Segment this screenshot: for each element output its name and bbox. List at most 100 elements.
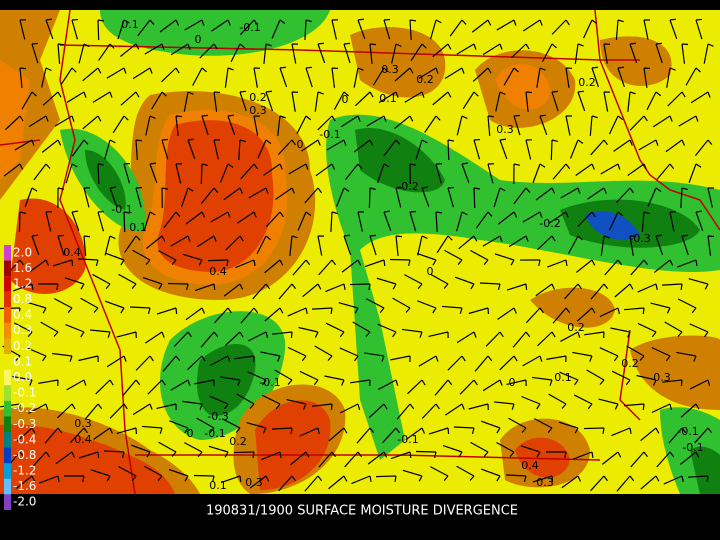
wind-barb bbox=[33, 163, 47, 181]
barb-tick bbox=[565, 19, 570, 26]
legend-label: -0.8 bbox=[13, 448, 36, 462]
barb-tick bbox=[599, 379, 605, 385]
barb-tick bbox=[57, 234, 65, 237]
barb-tick bbox=[381, 355, 385, 362]
barb-tick bbox=[547, 427, 553, 433]
wind-barb bbox=[185, 307, 203, 321]
wind-barb bbox=[455, 276, 475, 285]
wind-barb bbox=[550, 139, 553, 161]
contour-label: -0.1 bbox=[319, 128, 340, 141]
wind-barb bbox=[57, 403, 73, 419]
barb-tick bbox=[642, 403, 645, 411]
wind-barb bbox=[95, 379, 111, 395]
barb-tick bbox=[539, 114, 547, 117]
barb-tick bbox=[395, 379, 399, 386]
wind-barb bbox=[219, 163, 229, 183]
barb-tick bbox=[421, 427, 426, 434]
wind-barb bbox=[522, 19, 541, 32]
wind-barb bbox=[135, 139, 138, 160]
wind-barb bbox=[227, 115, 236, 136]
barb-tick bbox=[499, 187, 506, 192]
barb-tick bbox=[695, 259, 698, 267]
barb-tick bbox=[121, 451, 125, 458]
wind-barb bbox=[586, 369, 605, 381]
barb-tick bbox=[447, 43, 452, 50]
wind-barb bbox=[522, 355, 541, 367]
barb-tick bbox=[135, 91, 140, 98]
barb-tick bbox=[499, 331, 504, 338]
barb-tick bbox=[409, 403, 415, 410]
barb-tick bbox=[27, 331, 33, 338]
barb-tick bbox=[161, 43, 165, 50]
barb-tick bbox=[629, 427, 632, 435]
wind-barb bbox=[239, 19, 255, 36]
wind-barb bbox=[353, 67, 359, 88]
barb-tick bbox=[539, 163, 546, 168]
barb-tick bbox=[149, 67, 153, 74]
wind-barb bbox=[291, 91, 296, 112]
barb-tick bbox=[603, 139, 609, 146]
barb-tick bbox=[395, 235, 403, 238]
barb-tick bbox=[447, 91, 452, 98]
barb-tick bbox=[434, 451, 437, 458]
wind-barb bbox=[45, 19, 54, 40]
barb-tick bbox=[643, 163, 647, 170]
barb-tick bbox=[343, 42, 351, 45]
legend-swatch bbox=[4, 400, 11, 417]
wind-barb bbox=[78, 451, 99, 459]
barb-tick bbox=[149, 355, 154, 362]
barb-tick bbox=[617, 66, 625, 69]
barb-tick bbox=[499, 43, 503, 50]
barb-tick bbox=[42, 307, 47, 314]
wind-barb bbox=[230, 43, 241, 63]
barb-tick bbox=[69, 355, 73, 362]
wind-barb bbox=[627, 91, 631, 112]
wind-barb bbox=[65, 163, 73, 184]
wind-barb bbox=[482, 379, 501, 392]
wind-barb bbox=[688, 278, 709, 285]
barb-tick bbox=[249, 403, 255, 409]
barb-tick bbox=[617, 307, 620, 314]
wind-barb bbox=[392, 297, 411, 309]
wind-barb bbox=[350, 379, 371, 384]
barb-tick bbox=[499, 138, 507, 141]
barb-tick bbox=[265, 187, 269, 194]
barb-tick bbox=[123, 211, 131, 214]
wind-barb bbox=[326, 139, 345, 151]
barb-tick bbox=[158, 283, 163, 290]
barb-tick bbox=[290, 331, 293, 339]
wind-barb bbox=[315, 163, 333, 177]
barb-tick bbox=[369, 43, 377, 46]
legend-label: 1.2 bbox=[13, 276, 32, 290]
legend-swatch bbox=[4, 463, 11, 479]
wind-barb bbox=[297, 211, 307, 231]
wind-barb bbox=[421, 403, 437, 419]
wind-barb bbox=[54, 298, 73, 309]
barb-tick bbox=[525, 331, 531, 338]
wind-barb bbox=[590, 139, 605, 156]
wind-barb bbox=[485, 331, 501, 347]
wind-barb bbox=[378, 379, 397, 390]
wind-barb bbox=[90, 469, 111, 477]
contour-label: 0 bbox=[342, 93, 349, 106]
barb-tick bbox=[31, 283, 34, 291]
wind-barb bbox=[168, 468, 189, 477]
wind-barb bbox=[225, 235, 241, 251]
wind-barb bbox=[369, 235, 377, 256]
barb-tick bbox=[691, 307, 697, 314]
wind-barb bbox=[123, 163, 131, 184]
wind-barb bbox=[158, 441, 177, 453]
barb-tick bbox=[253, 307, 259, 314]
barb-tick bbox=[305, 19, 312, 23]
barb-tick bbox=[511, 403, 515, 410]
barb-tick bbox=[93, 307, 99, 313]
barb-tick bbox=[587, 403, 593, 410]
wind-barb bbox=[106, 355, 125, 368]
barb-tick bbox=[15, 355, 21, 361]
barb-tick bbox=[669, 451, 675, 458]
barb-tick bbox=[187, 91, 194, 95]
barb-tick bbox=[265, 90, 273, 93]
wind-barb bbox=[364, 352, 385, 357]
wind-barb bbox=[681, 235, 689, 256]
barb-tick bbox=[421, 43, 427, 49]
